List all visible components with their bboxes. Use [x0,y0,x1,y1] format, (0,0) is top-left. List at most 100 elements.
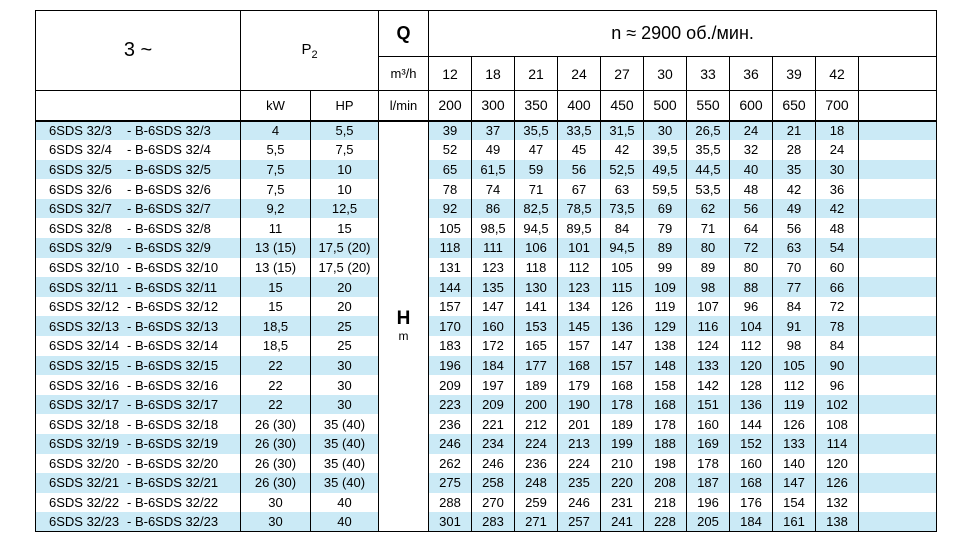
model-variant: - B-6SDS 32/23 [127,514,219,530]
head-value-cell: 118 [428,238,473,258]
head-value-cell: 176 [729,492,774,513]
model-variant: - B-6SDS 32/5 [127,161,211,177]
head-value-cell: 61,5 [471,159,516,180]
head-value-cell: 246 [471,453,516,474]
head-value-cell: 187 [686,473,731,493]
head-value-cell: 151 [686,394,731,415]
flow-lmin-header: 400 [557,90,602,122]
model-name: 6SDS 32/13 [49,318,120,334]
empty-cell [858,277,938,297]
head-value-cell: 200 [514,394,559,415]
head-value-cell: 160 [729,453,774,474]
model-cell: 6SDS 32/11 - B-6SDS 32/11 [35,277,241,297]
head-value-cell: 109 [643,277,688,297]
head-value-cell: 123 [471,257,516,278]
p2-subscript: 2 [311,48,318,61]
head-value-cell: 262 [428,453,473,474]
head-value-cell: 71 [514,179,559,199]
model-cell: 6SDS 32/8 - B-6SDS 32/8 [35,218,241,239]
hp-value: 17,5 (20) [309,257,380,278]
table-row: 6SDS 32/16 - B-6SDS 32/16 22 30 209 197 189 179… [35,375,938,395]
model-name: 6SDS 32/9 [49,240,112,256]
head-value-cell: 119 [643,296,688,317]
model-variant: - B-6SDS 32/9 [127,240,211,256]
head-value-cell: 236 [514,453,559,474]
model-cell: 6SDS 32/16 - B-6SDS 32/16 [35,375,241,395]
head-value-cell: 134 [557,296,602,317]
head-value-cell: 223 [428,394,473,415]
head-value-cell: 168 [600,375,645,395]
head-value-cell: 73,5 [600,198,645,219]
kw-value: 18,5 [240,336,311,356]
head-value-cell: 144 [428,277,473,297]
head-value-cell: 178 [643,414,688,434]
kw-value: 13 (15) [240,257,311,278]
h-label: H [396,308,411,330]
model-cell: 6SDS 32/14 - B-6SDS 32/14 [35,336,241,356]
hp-value: 20 [309,296,380,317]
head-value-cell: 28 [772,140,817,160]
head-value-cell: 112 [729,336,774,356]
hp-value: 15 [309,218,380,239]
head-value-cell: 35,5 [514,120,559,141]
flow-lmin-header: 350 [514,90,559,122]
model-variant: - B-6SDS 32/12 [127,299,219,315]
head-value-cell: 49 [471,140,516,160]
head-value-cell: 136 [600,316,645,337]
head-value-cell: 126 [772,414,817,434]
flow-lmin-header: 300 [471,90,516,122]
head-value-cell: 148 [643,355,688,376]
head-value-cell: 188 [643,434,688,454]
hp-value: 40 [309,512,380,532]
table-row: 6SDS 32/6 - B-6SDS 32/6 7,5 10 78 74 71 67 63 59,… [35,179,938,199]
model-variant: - B-6SDS 32/8 [127,220,211,236]
flow-m3h-header: 24 [557,56,602,91]
empty-cell [858,512,938,532]
model-variant: - B-6SDS 32/7 [127,201,211,217]
head-value-cell: 130 [514,277,559,297]
p2-header: P2 [239,10,380,91]
head-value-cell: 90 [815,355,860,376]
table-row: 6SDS 32/14- B-6SDS 32/14 18,5 25 183 172 165 1… [35,336,938,356]
head-value-cell: 89 [643,238,688,258]
model-cell: 6SDS 32/7 - B-6SDS 32/7 [35,198,241,219]
head-value-cell: 96 [815,375,860,395]
model-name: 6SDS 32/23 [49,514,120,530]
table-row: 6SDS 32/12 - B-6SDS 32/12 15 20 157 147 141 134… [35,296,938,317]
empty-cell [858,218,938,239]
head-value-cell: 124 [686,336,731,356]
kw-value: 11 [240,218,311,239]
head-value-cell: 64 [729,218,774,239]
head-value-cell: 52,5 [600,159,645,180]
head-value-cell: 126 [815,473,860,493]
flow-m3h-header: 30 [643,56,688,91]
head-value-cell: 99 [643,257,688,278]
empty-cell [858,394,938,415]
head-value-cell: 56 [729,198,774,219]
head-value-cell: 59 [514,159,559,180]
head-value-cell: 132 [815,492,860,513]
head-value-cell: 107 [686,296,731,317]
hp-value: 30 [309,394,380,415]
empty-cell [858,434,938,454]
head-value-cell: 111 [471,238,516,258]
head-value-cell: 108 [815,414,860,434]
head-value-cell: 160 [471,316,516,337]
head-value-cell: 220 [600,473,645,493]
table-row: 6SDS 32/4 - B-6SDS 32/4 5,5 7,5 52 49 47 45 42 39… [35,140,938,160]
kw-value: 26 (30) [240,473,311,493]
flow-lmin-header: 650 [772,90,817,122]
kw-value: 26 (30) [240,414,311,434]
model-cell: 6SDS 32/15 - B-6SDS 32/15 [35,355,241,376]
head-value-cell: 201 [557,414,602,434]
head-value-cell: 178 [686,453,731,474]
p2-label: P [301,40,312,58]
head-value-cell: 210 [600,453,645,474]
head-value-cell: 26,5 [686,120,731,141]
head-value-cell: 84 [600,218,645,239]
head-value-cell: 190 [557,394,602,415]
head-value-cell: 44,5 [686,159,731,180]
model-variant: - B-6SDS 32/4 [127,142,211,158]
head-value-cell: 179 [557,375,602,395]
